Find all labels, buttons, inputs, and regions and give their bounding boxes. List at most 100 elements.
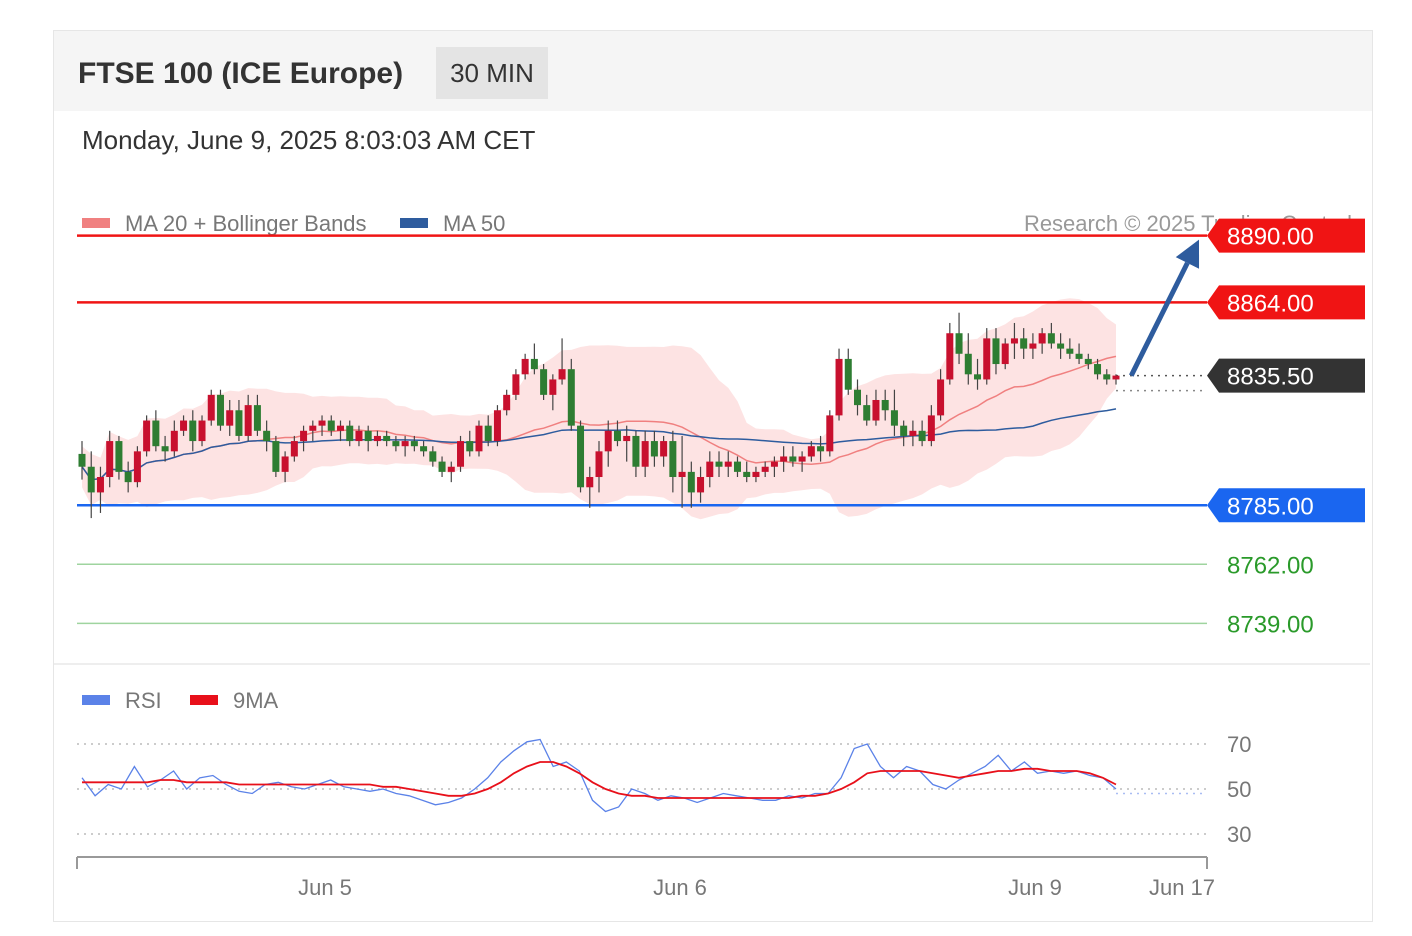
candle	[198, 415, 206, 447]
candle	[244, 394, 252, 442]
candle	[586, 466, 594, 508]
level-resistance-0: 8890.00	[77, 218, 1365, 253]
candle	[493, 405, 501, 447]
rsi-series-rsi	[81, 738, 1117, 813]
candle	[632, 430, 640, 478]
candle	[96, 466, 104, 513]
candle	[872, 389, 880, 426]
legend-ma20-swatch	[82, 218, 110, 228]
candle	[161, 435, 169, 462]
candle	[392, 435, 400, 452]
candle	[678, 435, 686, 508]
candle	[992, 328, 1000, 375]
level-support-4: 8762.00	[77, 552, 1314, 579]
candle	[733, 456, 741, 478]
chart-title: FTSE 100 (ICE Europe)	[78, 57, 404, 90]
candle	[761, 461, 769, 478]
candle	[207, 389, 215, 426]
level-resistance-1: 8864.00	[77, 285, 1365, 320]
candle	[854, 379, 861, 416]
candle	[650, 430, 658, 467]
candle	[106, 430, 114, 488]
candle	[170, 420, 178, 457]
candle	[373, 430, 381, 447]
forecast-shaft	[1128, 261, 1190, 377]
level-support-5: 8739.00	[77, 611, 1314, 638]
candle	[789, 446, 797, 467]
candle	[263, 420, 271, 452]
candle	[429, 446, 437, 467]
candle	[503, 389, 511, 416]
candle	[438, 456, 446, 478]
candle	[281, 451, 289, 483]
candle	[752, 466, 760, 483]
candle	[180, 415, 188, 436]
rsi-level-label: 70	[1227, 732, 1251, 757]
candle	[410, 435, 418, 452]
candle	[346, 420, 354, 447]
candle	[863, 394, 871, 426]
candle	[669, 430, 677, 493]
candle	[466, 430, 474, 457]
candle	[549, 374, 557, 411]
forecast-arrow	[1128, 239, 1200, 377]
candle	[1038, 328, 1046, 354]
candle	[235, 399, 243, 442]
candle	[133, 446, 141, 488]
candle	[87, 451, 95, 519]
candle	[577, 420, 585, 493]
candle	[124, 461, 132, 493]
legend-rsi-label: RSI	[125, 688, 162, 713]
candle	[706, 451, 714, 488]
level-label: 8785.00	[1227, 493, 1314, 520]
candle	[521, 353, 529, 380]
candle	[558, 338, 566, 385]
interval-badge[interactable]: 30 MIN	[436, 47, 548, 99]
candle	[798, 451, 806, 472]
candle	[1075, 343, 1083, 365]
chart-header: FTSE 100 (ICE Europe) 30 MIN	[54, 31, 1372, 111]
candle	[1029, 333, 1037, 359]
candle	[881, 389, 889, 421]
candle	[1112, 374, 1120, 385]
candle	[567, 358, 575, 431]
candle	[300, 425, 308, 452]
candle	[613, 420, 621, 447]
candle	[983, 328, 991, 385]
candle	[78, 441, 86, 480]
x-tick-label: Jun 5	[298, 875, 352, 900]
bollinger-band-area	[82, 298, 1116, 520]
candle	[890, 389, 898, 436]
forecast-head	[1175, 239, 1200, 269]
candle	[1001, 338, 1009, 370]
level-pivot-3: 8785.00	[77, 488, 1365, 523]
candle	[623, 425, 631, 462]
candle	[946, 322, 954, 385]
legend-ma50-swatch	[400, 218, 428, 228]
candle	[1020, 328, 1028, 359]
rsi-panel: 70 50 30	[77, 732, 1251, 847]
candle	[475, 420, 483, 457]
candle	[115, 435, 123, 480]
rsi-level-label: 50	[1227, 777, 1251, 802]
candle	[770, 456, 778, 478]
candle	[337, 420, 344, 442]
candle	[152, 410, 160, 452]
candle	[964, 333, 972, 385]
candle	[687, 461, 695, 508]
candle	[1094, 358, 1102, 380]
candle	[835, 348, 843, 421]
candle	[780, 446, 788, 472]
candle	[743, 461, 751, 483]
level-label: 8762.00	[1227, 552, 1314, 579]
candle	[724, 451, 732, 478]
candle	[420, 441, 428, 457]
legend-9ma-swatch	[190, 695, 218, 705]
candle	[1066, 338, 1074, 359]
candle	[641, 430, 649, 478]
moving-averages	[81, 355, 1117, 481]
candle	[290, 435, 298, 462]
candle	[457, 435, 465, 472]
candle	[318, 415, 326, 436]
